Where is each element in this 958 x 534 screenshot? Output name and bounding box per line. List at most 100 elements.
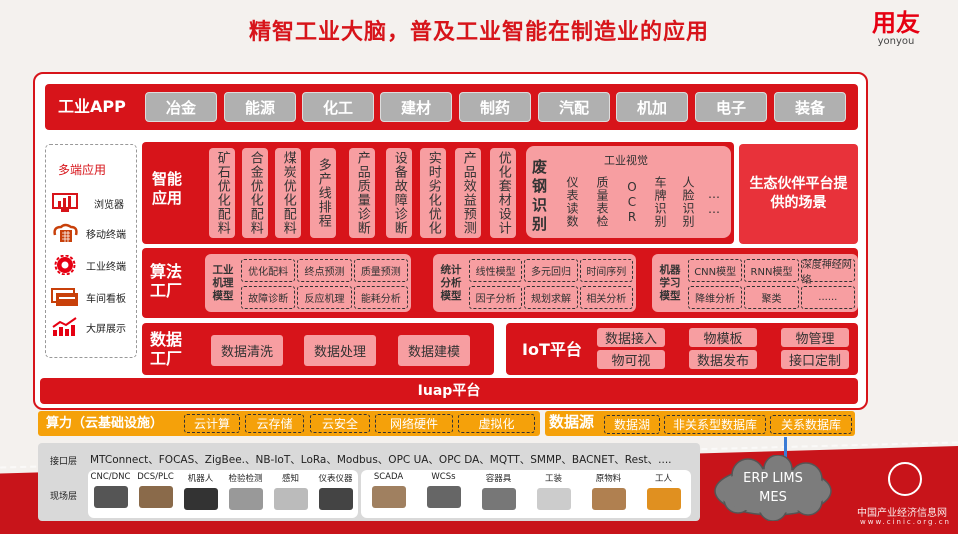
smart-app-item[interactable]: 多产线排程 bbox=[310, 148, 336, 238]
field-device[interactable]: 检验检测 bbox=[216, 472, 276, 510]
vision-item[interactable]: 仪表读数 bbox=[565, 176, 579, 228]
model-cell[interactable]: 相关分析 bbox=[579, 286, 633, 309]
iot-item[interactable]: 数据接入 bbox=[597, 328, 665, 347]
smart-app-item[interactable]: 优化套材设计 bbox=[490, 148, 516, 238]
industry-app-button[interactable]: 机加 bbox=[616, 92, 688, 122]
industry-app-button[interactable]: 能源 bbox=[224, 92, 296, 122]
vision-item[interactable]: 车牌识别 bbox=[653, 176, 667, 228]
industry-app-button[interactable]: 冶金 bbox=[145, 92, 217, 122]
field-device-image-icon bbox=[318, 488, 353, 510]
field-device-label: 工装 bbox=[544, 474, 562, 484]
vision-item[interactable]: OCR bbox=[625, 179, 639, 225]
compute-item[interactable]: 云计算 bbox=[184, 414, 240, 433]
industry-app-button[interactable]: 电子 bbox=[695, 92, 767, 122]
model-cell[interactable]: 因子分析 bbox=[469, 286, 523, 309]
smart-app-item[interactable]: 合金优化配料 bbox=[242, 148, 268, 238]
model-cell[interactable]: 时间序列 bbox=[579, 259, 633, 282]
field-device-image-icon bbox=[646, 488, 681, 510]
smart-app-item[interactable]: 矿石优化配料 bbox=[209, 148, 235, 238]
logo-en: yonyou bbox=[877, 36, 915, 47]
label: 浏览器 bbox=[94, 199, 124, 211]
model-cell[interactable]: 反应机理 bbox=[297, 286, 352, 309]
model-cell[interactable]: 规划求解 bbox=[524, 286, 578, 309]
label: 大屏展示 bbox=[86, 323, 126, 335]
field-device-label: 感知 bbox=[281, 474, 299, 484]
datasource-item[interactable]: 关系数据库 bbox=[770, 415, 852, 434]
field-device[interactable]: WCSs bbox=[414, 472, 474, 508]
industry-app-button[interactable]: 装备 bbox=[774, 92, 846, 122]
datasource-item[interactable]: 数据湖 bbox=[604, 415, 660, 434]
smart-app-item[interactable]: 产品质量诊断 bbox=[349, 148, 375, 238]
field-device[interactable]: 机器人 bbox=[171, 472, 231, 510]
vision-item[interactable]: 质量表检 bbox=[595, 176, 609, 228]
smart-app-item[interactable]: 产品效益预测 bbox=[455, 148, 481, 238]
iot-item[interactable]: 接口定制 bbox=[781, 350, 849, 369]
erp-cloud: ERP LIMS MES bbox=[708, 455, 838, 521]
iot-item[interactable]: 物模板 bbox=[689, 328, 757, 347]
model-cell[interactable]: 线性模型 bbox=[469, 259, 523, 282]
data-factory-item[interactable]: 数据建模 bbox=[398, 335, 470, 366]
field-device[interactable]: 感知 bbox=[261, 472, 321, 510]
field-device[interactable]: 仪表仪器 bbox=[306, 472, 366, 510]
vision-item[interactable]: 人脸识别 bbox=[681, 176, 695, 228]
industry-app-button[interactable]: 汽配 bbox=[538, 92, 610, 122]
datasource-label: 数据源 bbox=[549, 413, 595, 431]
compute-item[interactable]: 云安全 bbox=[310, 414, 370, 433]
datasource-item[interactable]: 非关系型数据库 bbox=[664, 415, 766, 434]
field-layer-label: 现场层 bbox=[50, 492, 78, 502]
multi-app-industrial: 工业终端 bbox=[50, 255, 126, 275]
interface-layer-label: 接口层 bbox=[50, 457, 78, 467]
model-cell[interactable]: RNN模型 bbox=[744, 259, 799, 282]
field-device[interactable]: SCADA bbox=[359, 472, 419, 508]
multi-app-board: 车间看板 bbox=[50, 287, 126, 307]
field-device-label: 仪表仪器 bbox=[318, 474, 353, 484]
model-cell[interactable]: 深度神经网络 bbox=[800, 259, 855, 286]
iot-item[interactable]: 数据发布 bbox=[689, 350, 757, 369]
field-device[interactable]: 工人 bbox=[634, 472, 694, 510]
compute-item[interactable]: 虚拟化 bbox=[458, 414, 535, 433]
field-device-label: 机器人 bbox=[187, 474, 214, 484]
vision-item[interactable]: …… bbox=[707, 187, 721, 217]
model-cell[interactable]: 多元回归 bbox=[524, 259, 578, 282]
field-device[interactable]: DCS/PLC bbox=[126, 472, 186, 508]
smart-app-item[interactable]: 煤炭优化配料 bbox=[275, 148, 301, 238]
ecosystem-box: 生态伙伴平台提供的场景 bbox=[739, 144, 858, 244]
industry-app-button[interactable]: 建材 bbox=[380, 92, 452, 122]
data-factory-item[interactable]: 数据处理 bbox=[304, 335, 376, 366]
field-device[interactable]: 工装 bbox=[524, 472, 584, 510]
iot-item[interactable]: 物可视 bbox=[597, 350, 665, 369]
cloud-shape-icon bbox=[714, 455, 832, 521]
model-cell[interactable]: 质量预测 bbox=[353, 259, 408, 282]
field-device-image-icon bbox=[183, 488, 218, 510]
field-device-label: SCADA bbox=[373, 472, 404, 482]
industry-app-button[interactable]: 化工 bbox=[302, 92, 374, 122]
cinic-logo-icon bbox=[888, 462, 922, 496]
industry-app-button[interactable]: 制药 bbox=[459, 92, 531, 122]
field-device-image-icon bbox=[591, 488, 626, 510]
model-cell[interactable]: 优化配料 bbox=[241, 259, 296, 282]
field-device[interactable]: 原物料 bbox=[579, 472, 639, 510]
compute-item[interactable]: 云存储 bbox=[245, 414, 304, 433]
data-factory-item[interactable]: 数据清洗 bbox=[211, 335, 283, 366]
multi-app-panel: 多端应用 浏览器 移动终端 工业终端 车间看板 大屏展示 bbox=[45, 144, 137, 358]
model-cell[interactable]: 终点预测 bbox=[297, 259, 352, 282]
smart-app-item[interactable]: 实时劣化优化 bbox=[420, 148, 446, 238]
model-cell[interactable]: 故障诊断 bbox=[241, 286, 296, 309]
compute-item[interactable]: 网络硬件 bbox=[375, 414, 453, 433]
page-title: 精智工业大脑，普及工业智能在制造业的应用 bbox=[248, 20, 709, 45]
model-cell[interactable]: 能耗分析 bbox=[353, 286, 408, 309]
trend-chart-icon bbox=[50, 317, 80, 337]
model-group-label: 机器学习模型 bbox=[659, 264, 681, 302]
field-device[interactable]: CNC/DNC bbox=[81, 472, 141, 508]
model-cell[interactable]: 聚类 bbox=[744, 286, 799, 309]
model-cell[interactable]: CNN模型 bbox=[688, 259, 743, 282]
field-device[interactable]: 容器具 bbox=[469, 472, 529, 510]
field-device-image-icon bbox=[273, 488, 308, 510]
field-device-label: 原物料 bbox=[595, 474, 622, 484]
logo-cn: 用友 bbox=[872, 9, 920, 37]
iot-item[interactable]: 物管理 bbox=[781, 328, 849, 347]
model-cell[interactable]: ...... bbox=[800, 286, 855, 309]
model-cell[interactable]: 降维分析 bbox=[688, 286, 743, 309]
field-devices-group-2: SCADA WCSs 容器具 工装 原物料 工人 bbox=[361, 470, 691, 518]
smart-app-item[interactable]: 设备故障诊断 bbox=[386, 148, 412, 238]
